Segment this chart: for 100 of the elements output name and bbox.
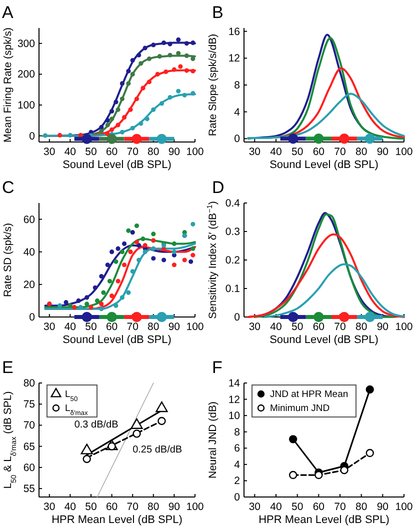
point [58, 303, 62, 308]
point [120, 250, 124, 254]
point [120, 295, 124, 300]
x-tick-label: 100 [395, 321, 413, 333]
y-tick-label: 12 [228, 52, 240, 65]
point [116, 122, 120, 128]
point [142, 250, 148, 254]
point [68, 132, 72, 138]
y-tick-label: 20 [23, 278, 36, 291]
point [162, 40, 166, 46]
y-tick-label: 0 [234, 312, 240, 324]
y-axis-title: Neural JND (dB) [207, 401, 219, 479]
point [172, 262, 176, 268]
point [110, 294, 114, 298]
y-tick-label: 8 [234, 426, 240, 438]
y-axis-title: Rate Slope (spk/s/dB) [207, 34, 219, 136]
point [168, 42, 172, 46]
point [151, 42, 156, 48]
x-tick-label: 30 [44, 146, 56, 158]
point [99, 128, 104, 134]
point [132, 134, 142, 144]
line-series [264, 263, 405, 318]
x-tick-label: 30 [248, 146, 261, 158]
point [82, 312, 92, 322]
y-tick-label: 10 [228, 410, 240, 422]
point [99, 124, 104, 130]
x-tick-label: 50 [291, 146, 304, 158]
point [144, 116, 150, 122]
point [106, 134, 117, 144]
x-axis-title: Sound Level (dB SPL) [270, 334, 378, 346]
point [136, 52, 142, 58]
x-tick-label: 70 [334, 321, 346, 333]
x-tick-label: 40 [64, 321, 76, 333]
point [146, 56, 152, 62]
x-tick-label: 60 [312, 146, 325, 158]
x-tick-label: 100 [186, 501, 204, 513]
point [80, 444, 93, 454]
point [182, 92, 187, 98]
point [106, 312, 117, 322]
point [99, 274, 104, 279]
y-tick-label: 8 [234, 80, 240, 92]
x-tick-label: 60 [312, 501, 325, 513]
point [99, 302, 104, 306]
point [132, 430, 141, 438]
point [122, 241, 127, 246]
y-tick-label: 0.4 [225, 198, 240, 210]
point [140, 86, 146, 90]
y-tick-label: 300 [17, 38, 36, 50]
point [130, 72, 135, 77]
x-axis-title: Sound Level (dB SPL) [62, 334, 172, 346]
point [130, 269, 135, 274]
y-tick-label: 0 [29, 130, 36, 142]
point [110, 108, 114, 114]
annotation: 0.3 dB/dB [74, 420, 119, 431]
x-tick-label: 40 [64, 146, 76, 158]
chart-title: C [2, 178, 14, 197]
y-tick-label: 0.2 [225, 254, 240, 266]
point [158, 416, 166, 426]
point [176, 88, 181, 94]
legend-label: L$_{δ′max}$ [65, 403, 88, 416]
point [168, 52, 172, 58]
point [182, 258, 187, 262]
x-tick-label: 50 [85, 321, 97, 333]
point [288, 435, 298, 444]
point [140, 236, 146, 242]
point [156, 312, 167, 322]
y-tick-label: 0 [29, 312, 36, 324]
x-tick-label: 60 [106, 321, 118, 333]
x-tick-label: 30 [44, 321, 56, 333]
point [366, 385, 374, 394]
point [134, 240, 140, 244]
x-tick-label: 80 [148, 501, 160, 513]
y-tick-label: 2 [234, 475, 240, 488]
point [114, 100, 118, 104]
point [142, 46, 148, 50]
point [58, 132, 62, 138]
point [190, 222, 196, 226]
point [190, 68, 196, 74]
y-tick-label: 70 [23, 420, 36, 432]
x-tick-label: 60 [106, 501, 118, 513]
point [151, 256, 156, 261]
chart-title: F [212, 358, 222, 377]
point [190, 40, 196, 46]
point [126, 228, 131, 233]
point [114, 303, 118, 308]
point [172, 250, 176, 254]
point [130, 126, 135, 130]
point [128, 250, 133, 254]
legend-label: L$_{50}$ [65, 389, 78, 402]
point [340, 466, 348, 474]
point [94, 298, 100, 304]
point [128, 107, 133, 112]
point [132, 312, 142, 322]
point [64, 300, 68, 305]
x-tick-label: 100 [186, 146, 204, 158]
point [134, 96, 140, 102]
x-axis-title: HPR Mean Level (dB SPL) [52, 514, 182, 526]
point [110, 116, 114, 122]
x-tick-label: 90 [168, 501, 180, 513]
point [110, 127, 114, 132]
